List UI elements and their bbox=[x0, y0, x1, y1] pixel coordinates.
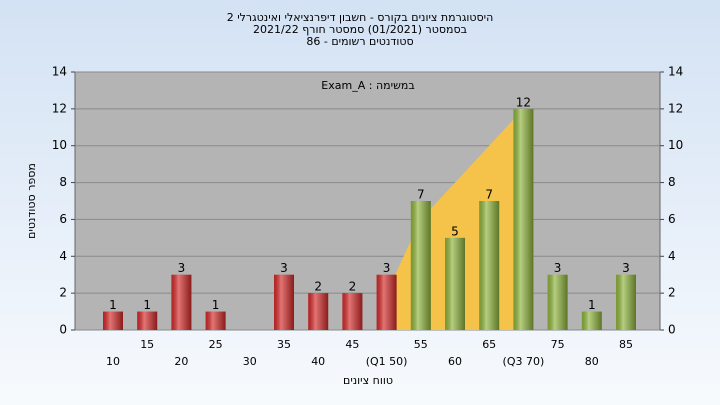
value-label: 3 bbox=[554, 261, 562, 275]
y-tick-label: 0 bbox=[59, 323, 67, 337]
bar-shade bbox=[410, 201, 431, 330]
y2-tick-label: 2 bbox=[668, 286, 676, 300]
bar-shade bbox=[376, 274, 397, 330]
bar-shade bbox=[616, 274, 636, 330]
x-tick-label: 15 bbox=[140, 338, 154, 351]
x-tick-label: 60 bbox=[448, 355, 462, 368]
x-tick-label: 25 bbox=[209, 338, 223, 351]
y-tick-label: 10 bbox=[52, 138, 67, 152]
value-label: 1 bbox=[588, 298, 596, 312]
y2-tick-label: 10 bbox=[668, 138, 683, 152]
plot-area bbox=[74, 71, 661, 331]
bar-shade bbox=[137, 311, 158, 330]
x-tick-label: 85 bbox=[619, 338, 633, 351]
x-tick-label: 75 bbox=[551, 338, 565, 351]
bar-shade bbox=[445, 237, 465, 330]
bar-shade bbox=[205, 311, 226, 330]
y-axis-label: מספר סטודנטים bbox=[25, 163, 38, 239]
value-label: 12 bbox=[516, 95, 531, 109]
y-tick-label: 2 bbox=[59, 286, 67, 300]
y2-tick-label: 4 bbox=[668, 249, 676, 263]
annotation: במשימה : Exam_A bbox=[321, 79, 414, 92]
value-label: 7 bbox=[417, 188, 425, 202]
y2-tick-label: 14 bbox=[668, 65, 683, 79]
bar-shade bbox=[513, 108, 534, 330]
y-tick-label: 4 bbox=[59, 249, 67, 263]
value-label: 2 bbox=[314, 280, 322, 294]
y2-tick-label: 12 bbox=[668, 101, 683, 115]
chart-subtitle: סטודנטים רשומים - 86 bbox=[306, 35, 413, 48]
bar-shade bbox=[103, 311, 123, 330]
x-tick-label: 30 bbox=[243, 355, 257, 368]
x-tick-label: 10 bbox=[106, 355, 120, 368]
bar-shade bbox=[274, 274, 294, 330]
y-tick-label: 12 bbox=[52, 101, 67, 115]
y-tick-label: 6 bbox=[59, 212, 67, 226]
x-tick-label: (Q1 50) bbox=[366, 355, 408, 368]
x-tick-label: (Q3 70) bbox=[503, 355, 545, 368]
x-tick-label: 80 bbox=[585, 355, 599, 368]
chart-title: היסטוגרמת ציונים בקורס - חשבון דיפרנציאל… bbox=[227, 11, 494, 24]
x-tick-label: 40 bbox=[311, 355, 325, 368]
value-label: 3 bbox=[280, 261, 288, 275]
bar-shade bbox=[581, 311, 602, 330]
value-label: 3 bbox=[622, 261, 630, 275]
y2-tick-label: 8 bbox=[668, 175, 676, 189]
y2-tick-label: 0 bbox=[668, 323, 676, 337]
x-tick-label: 55 bbox=[414, 338, 428, 351]
x-tick-label: 35 bbox=[277, 338, 291, 351]
x-tick-label: 45 bbox=[345, 338, 359, 351]
bar-shade bbox=[308, 293, 329, 330]
bar-shade bbox=[171, 274, 192, 330]
chart-subtitle: בסמסטר (01/2021) סמסטר חורף 2021/22 bbox=[253, 23, 467, 36]
value-label: 3 bbox=[383, 261, 391, 275]
y2-tick-label: 6 bbox=[668, 212, 676, 226]
value-label: 1 bbox=[212, 298, 220, 312]
bar-shade bbox=[479, 201, 500, 330]
value-label: 1 bbox=[109, 298, 117, 312]
y-tick-label: 14 bbox=[52, 65, 67, 79]
x-axis-label: טווח ציונים bbox=[343, 374, 393, 387]
value-label: 2 bbox=[349, 280, 357, 294]
value-label: 1 bbox=[143, 298, 151, 312]
value-label: 3 bbox=[178, 261, 186, 275]
bar-shade bbox=[342, 293, 363, 330]
x-tick-label: 20 bbox=[174, 355, 188, 368]
bar-shade bbox=[547, 274, 568, 330]
y-tick-label: 8 bbox=[59, 175, 67, 189]
x-tick-label: 65 bbox=[482, 338, 496, 351]
value-label: 5 bbox=[451, 224, 459, 238]
value-label: 7 bbox=[485, 188, 493, 202]
